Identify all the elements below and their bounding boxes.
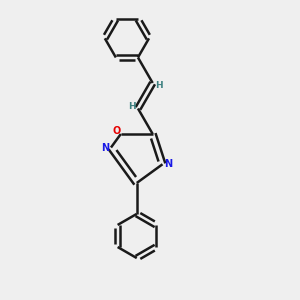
Text: N: N xyxy=(164,159,172,169)
Text: H: H xyxy=(155,81,163,90)
Text: O: O xyxy=(113,126,121,136)
Text: H: H xyxy=(128,102,135,111)
Text: N: N xyxy=(101,142,109,152)
